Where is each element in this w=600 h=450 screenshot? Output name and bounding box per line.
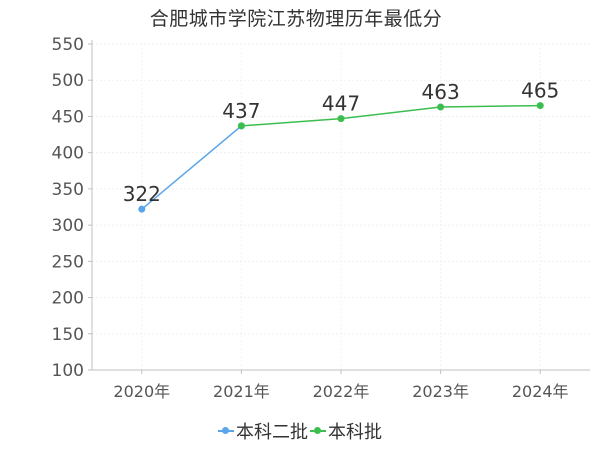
y-tick-label: 150 xyxy=(52,325,84,345)
chart-legend: 本科二批 本科批 xyxy=(0,418,600,444)
data-label: 447 xyxy=(322,92,360,116)
x-tick-label: 2023年 xyxy=(412,382,469,401)
x-tick-label: 2024年 xyxy=(512,382,569,401)
legend-marker-series-2 xyxy=(310,425,326,437)
y-tick-label: 450 xyxy=(52,107,84,127)
y-tick-label: 200 xyxy=(52,289,84,309)
y-tick-label: 300 xyxy=(52,216,84,236)
data-label: 465 xyxy=(521,79,559,103)
y-tick-label: 250 xyxy=(52,252,84,272)
data-label: 463 xyxy=(422,80,460,104)
data-point-series-2 xyxy=(337,115,345,123)
data-label: 437 xyxy=(222,99,260,123)
data-point-series-2 xyxy=(237,122,245,130)
legend-item-series-2[interactable]: 本科批 xyxy=(310,418,382,444)
legend-label-series-1: 本科二批 xyxy=(236,422,308,443)
y-tick-label: 400 xyxy=(52,144,84,164)
data-label: 322 xyxy=(123,182,161,206)
series-line-2 xyxy=(241,104,541,127)
x-tick-label: 2020年 xyxy=(113,382,170,401)
data-point-series-2 xyxy=(437,103,445,111)
y-tick-label: 550 xyxy=(52,35,84,55)
data-point-series-1 xyxy=(138,205,146,213)
legend-label-series-2: 本科批 xyxy=(328,422,382,443)
x-tick-label: 2021年 xyxy=(213,382,270,401)
data-point-series-2 xyxy=(536,102,544,110)
series-line-1 xyxy=(141,125,242,210)
chart-title: 合肥城市学院江苏物理历年最低分 xyxy=(0,4,600,31)
legend-marker-series-1 xyxy=(218,425,234,437)
x-tick-label: 2022年 xyxy=(313,382,370,401)
y-tick-label: 500 xyxy=(52,71,84,91)
chart-title-text: 合肥城市学院江苏物理历年最低分 xyxy=(149,8,443,30)
y-tick-label: 350 xyxy=(52,180,84,200)
y-tick-label: 100 xyxy=(52,361,84,381)
legend-item-series-1[interactable]: 本科二批 xyxy=(218,418,308,444)
